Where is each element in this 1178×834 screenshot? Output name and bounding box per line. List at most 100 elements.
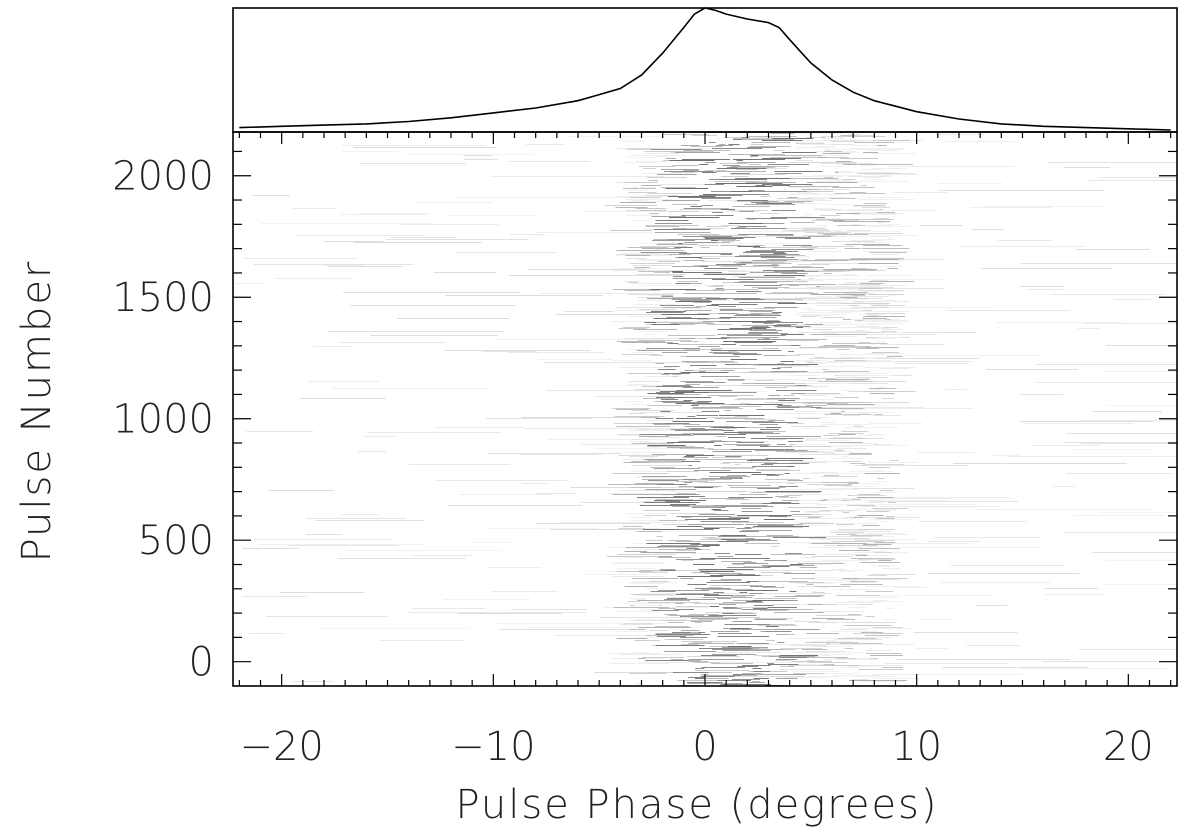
- emission-streak: [631, 404, 645, 405]
- emission-streak: [694, 487, 714, 488]
- emission-streak: [849, 453, 872, 454]
- emission-streak: [621, 396, 672, 397]
- emission-streak: [685, 519, 741, 520]
- emission-streak: [801, 518, 856, 519]
- emission-streak: [863, 248, 909, 249]
- emission-streak: [680, 381, 714, 382]
- emission-streak: [766, 475, 779, 476]
- emission-streak: [859, 288, 883, 289]
- emission-streak: [761, 565, 815, 566]
- noise-streak: [1084, 323, 1178, 324]
- emission-streak: [652, 454, 704, 455]
- emission-streak: [681, 145, 700, 146]
- emission-streak: [690, 544, 720, 545]
- emission-streak: [759, 424, 778, 425]
- emission-streak: [621, 354, 659, 355]
- emission-streak: [612, 473, 668, 474]
- emission-streak: [739, 494, 768, 495]
- emission-streak: [681, 644, 699, 645]
- emission-streak: [786, 280, 825, 281]
- emission-streak: [880, 301, 902, 302]
- emission-streak: [833, 295, 852, 296]
- emission-streak: [817, 233, 848, 234]
- emission-streak: [797, 264, 830, 265]
- emission-streak: [743, 252, 785, 253]
- emission-streak: [720, 163, 748, 164]
- emission-streak: [882, 331, 897, 332]
- noise-streak: [525, 144, 565, 145]
- emission-streak: [811, 269, 824, 270]
- emission-streak: [780, 648, 823, 649]
- emission-streak: [768, 516, 787, 517]
- emission-streak: [693, 302, 711, 303]
- emission-streak: [714, 445, 722, 446]
- emission-streak: [794, 621, 821, 622]
- emission-streak: [806, 633, 839, 634]
- noise-streak: [235, 283, 266, 284]
- emission-streak: [885, 608, 894, 609]
- noise-streak: [646, 437, 680, 438]
- emission-streak: [642, 529, 691, 530]
- emission-streak: [675, 403, 725, 404]
- emission-streak: [687, 643, 735, 644]
- emission-streak: [836, 534, 857, 535]
- emission-streak: [656, 536, 663, 537]
- emission-streak: [803, 428, 811, 429]
- emission-streak: [689, 617, 737, 618]
- noise-streak: [888, 166, 1015, 167]
- emission-streak: [718, 313, 738, 314]
- emission-streak: [753, 335, 786, 336]
- emission-streak: [843, 164, 858, 165]
- emission-streak: [779, 561, 833, 562]
- emission-streak: [796, 192, 812, 193]
- emission-streak: [703, 237, 756, 238]
- emission-streak: [751, 679, 761, 680]
- emission-streak: [778, 400, 795, 401]
- emission-streak: [852, 206, 888, 207]
- emission-streak: [701, 408, 743, 409]
- emission-streak: [834, 360, 865, 361]
- noise-streak: [261, 223, 431, 224]
- emission-streak: [858, 494, 881, 495]
- noise-streak: [339, 514, 380, 515]
- emission-streak: [816, 302, 864, 303]
- emission-streak: [860, 562, 901, 563]
- emission-streak: [686, 455, 731, 456]
- noise-streak: [947, 310, 1071, 311]
- emission-streak: [679, 637, 708, 638]
- emission-streak: [843, 293, 875, 294]
- emission-streak: [742, 673, 763, 674]
- emission-streak: [845, 637, 892, 638]
- emission-streak: [808, 378, 817, 379]
- noise-streak: [1108, 405, 1178, 406]
- emission-streak: [883, 568, 901, 569]
- noise-streak: [1019, 421, 1153, 422]
- emission-streak: [633, 265, 672, 266]
- emission-streak: [692, 434, 746, 435]
- emission-streak: [758, 625, 798, 626]
- emission-streak: [869, 252, 907, 253]
- emission-streak: [667, 196, 716, 197]
- emission-streak: [781, 500, 800, 501]
- emission-streak: [641, 185, 662, 186]
- emission-streak: [662, 223, 693, 224]
- emission-streak: [836, 213, 860, 214]
- emission-streak: [636, 531, 663, 532]
- noise-streak: [970, 229, 1004, 230]
- emission-streak: [873, 218, 889, 219]
- emission-streak: [765, 626, 779, 627]
- emission-streak: [632, 200, 649, 201]
- emission-streak: [640, 246, 688, 247]
- emission-streak: [787, 500, 840, 501]
- emission-streak: [811, 472, 839, 473]
- emission-streak: [799, 454, 848, 455]
- emission-streak: [645, 195, 678, 196]
- emission-streak: [797, 440, 849, 441]
- emission-streak: [831, 144, 854, 145]
- emission-streak: [636, 595, 676, 596]
- emission-streak: [806, 137, 826, 138]
- emission-streak: [742, 139, 794, 140]
- emission-streak: [634, 483, 674, 484]
- noise-streak: [950, 565, 1066, 566]
- emission-streak: [774, 271, 819, 272]
